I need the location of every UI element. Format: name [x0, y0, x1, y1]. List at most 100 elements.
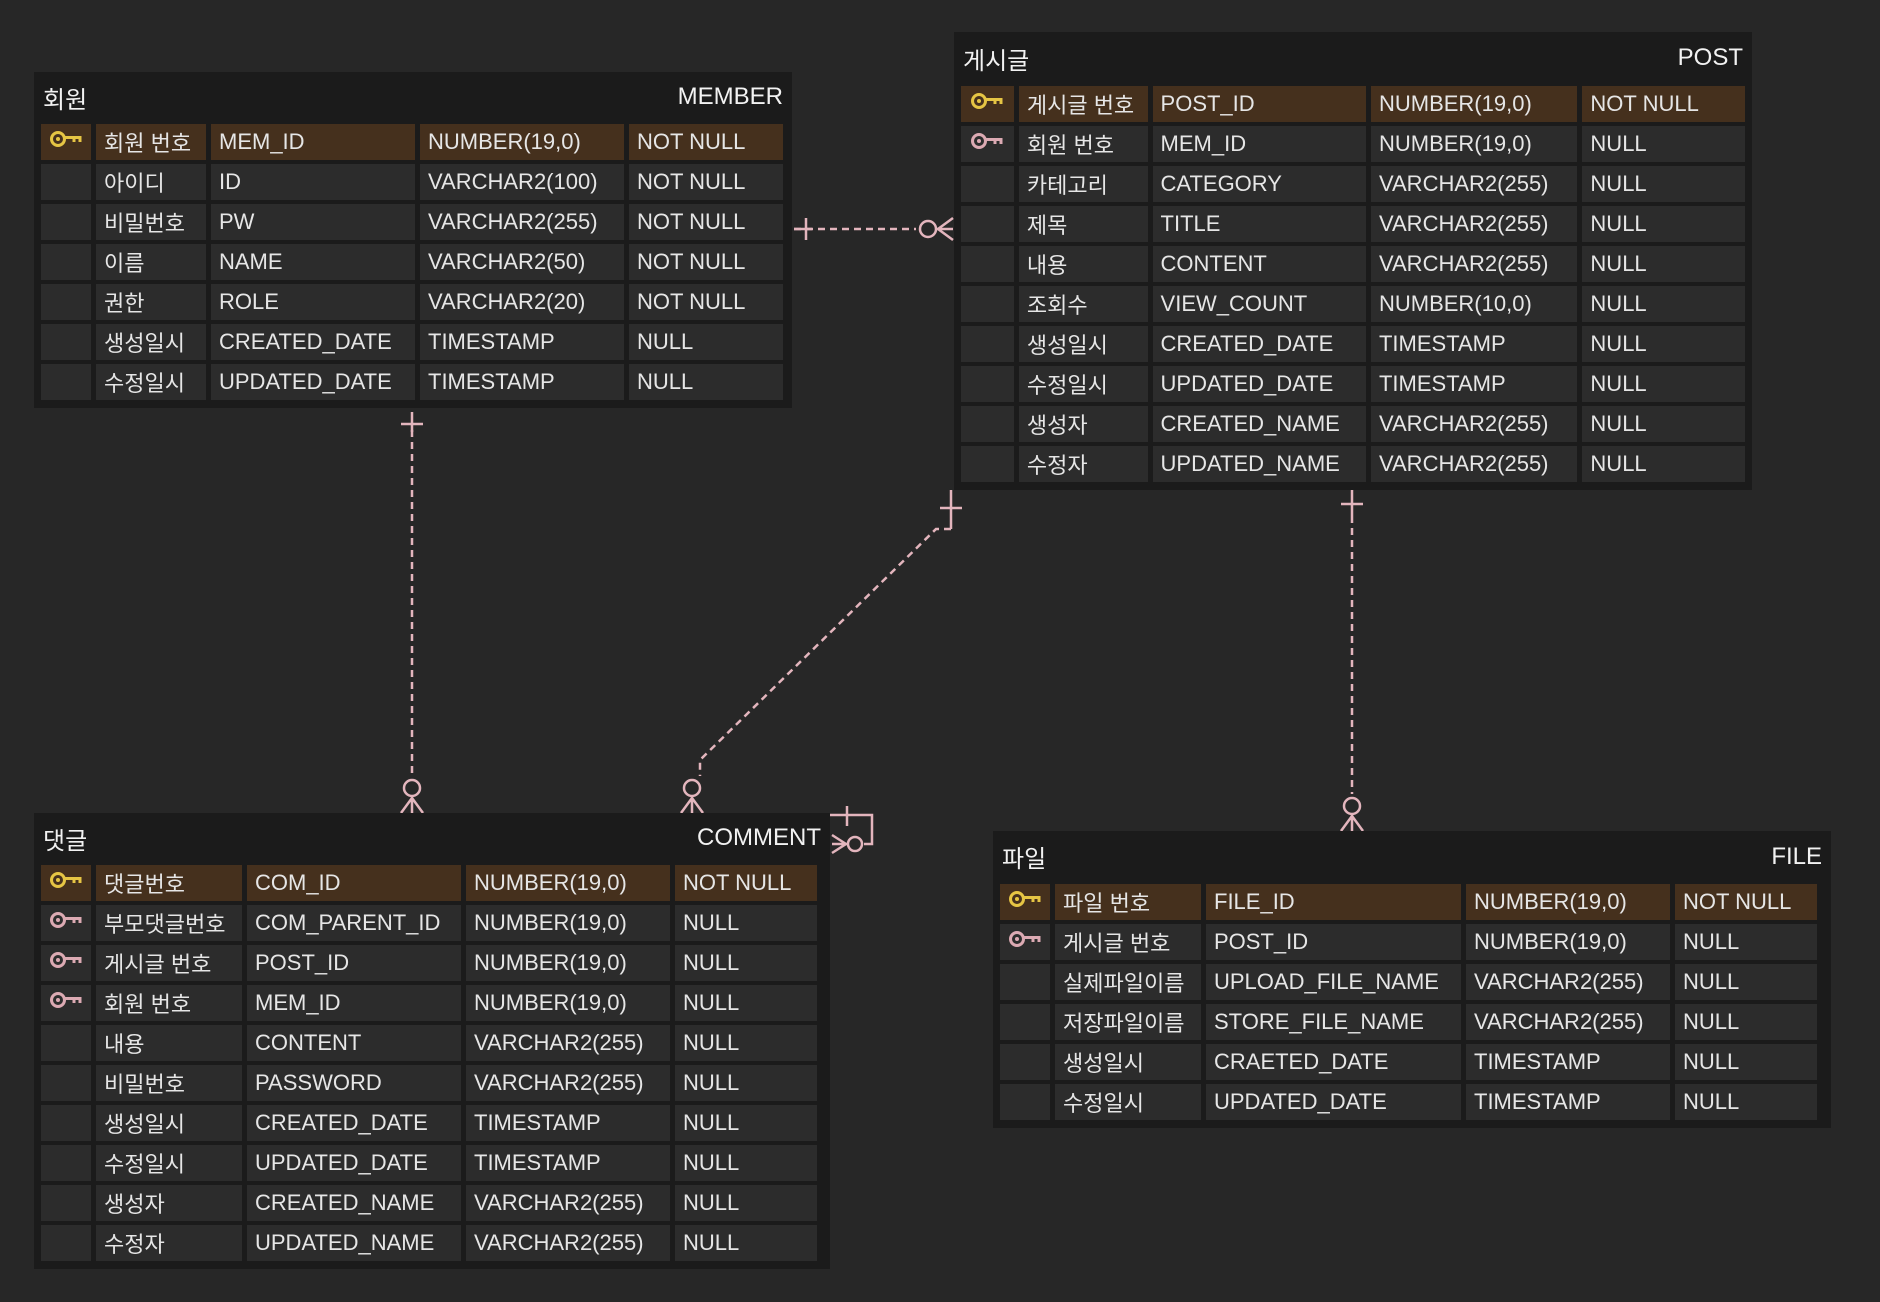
key-cell [41, 1105, 91, 1141]
physical-name: POST_ID [1206, 924, 1461, 960]
data-type: VARCHAR2(255) [420, 204, 624, 240]
nullable: NULL [675, 985, 817, 1021]
physical-name: COM_PARENT_ID [247, 905, 461, 941]
column-row[interactable]: 게시글 번호 POST_ID NUMBER(19,0) NOT NULL [961, 84, 1745, 124]
relation-line-comment-self [830, 813, 874, 846]
logical-name: 회원 번호 [96, 124, 206, 160]
column-row[interactable]: 아이디 ID VARCHAR2(100) NOT NULL [41, 162, 785, 202]
table-title-kr: 회원 [43, 86, 88, 114]
zero-marker [846, 835, 864, 853]
data-type: VARCHAR2(255) [1370, 166, 1578, 202]
column-row[interactable]: 생성일시 CREATED_DATE TIMESTAMP NULL [961, 324, 1745, 364]
column-row[interactable]: 파일 번호 FILE_ID NUMBER(19,0) NOT NULL [1000, 882, 1824, 922]
key-cell [41, 1145, 91, 1181]
key-cell [961, 86, 1014, 122]
key-cell [961, 286, 1014, 322]
many-marker [399, 795, 425, 814]
column-row[interactable]: 내용 CONTENT VARCHAR2(255) NULL [961, 244, 1745, 284]
table-header: 회원 MEMBER [41, 72, 785, 122]
logical-name: 수정자 [96, 1225, 242, 1261]
column-row[interactable]: 생성자 CREATED_NAME VARCHAR2(255) NULL [961, 404, 1745, 444]
column-row[interactable]: 비밀번호 PASSWORD VARCHAR2(255) NULL [41, 1063, 823, 1103]
table-title-en: POST [1677, 44, 1743, 71]
logical-name: 수정일시 [1018, 366, 1148, 402]
physical-name: POST_ID [1152, 86, 1366, 122]
physical-name: STORE_FILE_NAME [1206, 1004, 1461, 1040]
data-type: VARCHAR2(255) [1370, 406, 1578, 442]
nullable: NULL [675, 1065, 817, 1101]
data-type: TIMESTAMP [420, 364, 624, 400]
nullable: NOT NULL [629, 244, 783, 280]
column-row[interactable]: 회원 번호 MEM_ID NUMBER(19,0) NOT NULL [41, 122, 785, 162]
column-row[interactable]: 수정자 UPDATED_NAME VARCHAR2(255) NULL [961, 444, 1745, 484]
logical-name: 비밀번호 [96, 1065, 242, 1101]
many-marker [935, 216, 954, 242]
key-cell [41, 1225, 91, 1261]
one-marker [940, 490, 962, 529]
data-type: TIMESTAMP [1466, 1044, 1670, 1080]
data-type: NUMBER(19,0) [466, 905, 670, 941]
physical-name: TITLE [1152, 206, 1366, 242]
physical-name: POST_ID [247, 945, 461, 981]
nullable: NULL [1582, 206, 1745, 242]
key-cell [1000, 1084, 1050, 1120]
column-row[interactable]: 내용 CONTENT VARCHAR2(255) NULL [41, 1023, 823, 1063]
nullable: NULL [1582, 366, 1745, 402]
data-type: NUMBER(19,0) [466, 945, 670, 981]
logical-name: 생성일시 [96, 324, 206, 360]
column-row[interactable]: 생성일시 CREATED_DATE TIMESTAMP NULL [41, 322, 785, 362]
column-row[interactable]: 생성일시 CREATED_DATE TIMESTAMP NULL [41, 1103, 823, 1143]
column-row[interactable]: 실제파일이름 UPLOAD_FILE_NAME VARCHAR2(255) NU… [1000, 962, 1824, 1002]
column-row[interactable]: 조회수 VIEW_COUNT NUMBER(10,0) NULL [961, 284, 1745, 324]
column-row[interactable]: 수정일시 UPDATED_DATE TIMESTAMP NULL [1000, 1082, 1824, 1122]
column-row[interactable]: 제목 TITLE VARCHAR2(255) NULL [961, 204, 1745, 244]
column-row[interactable]: 카테고리 CATEGORY VARCHAR2(255) NULL [961, 164, 1745, 204]
logical-name: 조회수 [1018, 286, 1148, 322]
one-marker [1341, 490, 1363, 516]
column-row[interactable]: 회원 번호 MEM_ID NUMBER(19,0) NULL [961, 124, 1745, 164]
table-file[interactable]: 파일 FILE 파일 번호 FILE_ID NUMBER(19,0) NOT N… [993, 831, 1831, 1128]
key-cell [41, 1065, 91, 1101]
column-row[interactable]: 게시글 번호 POST_ID NUMBER(19,0) NULL [41, 943, 823, 983]
primary-key-icon [49, 129, 83, 155]
zero-marker [918, 219, 938, 239]
table-title-kr: 게시글 [963, 47, 1030, 75]
column-row[interactable]: 수정자 UPDATED_NAME VARCHAR2(255) NULL [41, 1223, 823, 1263]
column-row[interactable]: 수정일시 UPDATED_DATE TIMESTAMP NULL [41, 1143, 823, 1183]
column-row[interactable]: 수정일시 UPDATED_DATE TIMESTAMP NULL [41, 362, 785, 402]
data-type: VARCHAR2(255) [1466, 1004, 1670, 1040]
nullable: NOT NULL [1675, 884, 1817, 920]
logical-name: 권한 [96, 284, 206, 320]
table-comment[interactable]: 댓글 COMMENT 댓글번호 COM_ID NUMBER(19,0) NOT … [34, 813, 830, 1269]
column-row[interactable]: 생성일시 CRAETED_DATE TIMESTAMP NULL [1000, 1042, 1824, 1082]
physical-name: PASSWORD [247, 1065, 461, 1101]
nullable: NULL [1582, 126, 1745, 162]
table-member[interactable]: 회원 MEMBER 회원 번호 MEM_ID NUMBER(19,0) NOT … [34, 72, 792, 408]
column-row[interactable]: 권한 ROLE VARCHAR2(20) NOT NULL [41, 282, 785, 322]
logical-name: 파일 번호 [1055, 884, 1201, 920]
column-row[interactable]: 부모댓글번호 COM_PARENT_ID NUMBER(19,0) NULL [41, 903, 823, 943]
table-post[interactable]: 게시글 POST 게시글 번호 POST_ID NUMBER(19,0) NOT… [954, 32, 1752, 490]
column-row[interactable]: 비밀번호 PW VARCHAR2(255) NOT NULL [41, 202, 785, 242]
column-row[interactable]: 게시글 번호 POST_ID NUMBER(19,0) NULL [1000, 922, 1824, 962]
nullable: NULL [1675, 964, 1817, 1000]
logical-name: 생성일시 [1018, 326, 1148, 362]
nullable: NOT NULL [1582, 86, 1745, 122]
logical-name: 수정일시 [96, 364, 206, 400]
column-row[interactable]: 수정일시 UPDATED_DATE TIMESTAMP NULL [961, 364, 1745, 404]
column-row[interactable]: 이름 NAME VARCHAR2(50) NOT NULL [41, 242, 785, 282]
key-cell [41, 1025, 91, 1061]
data-type: NUMBER(19,0) [1466, 924, 1670, 960]
many-marker [679, 795, 705, 814]
key-cell [41, 204, 91, 240]
physical-name: CREATED_DATE [211, 324, 415, 360]
foreign-key-icon [49, 950, 83, 976]
physical-name: CRAETED_DATE [1206, 1044, 1461, 1080]
nullable: NULL [1675, 1004, 1817, 1040]
column-row[interactable]: 저장파일이름 STORE_FILE_NAME VARCHAR2(255) NUL… [1000, 1002, 1824, 1042]
column-row[interactable]: 회원 번호 MEM_ID NUMBER(19,0) NULL [41, 983, 823, 1023]
column-row[interactable]: 생성자 CREATED_NAME VARCHAR2(255) NULL [41, 1183, 823, 1223]
nullable: NULL [1582, 166, 1745, 202]
column-row[interactable]: 댓글번호 COM_ID NUMBER(19,0) NOT NULL [41, 863, 823, 903]
data-type: TIMESTAMP [1370, 366, 1578, 402]
